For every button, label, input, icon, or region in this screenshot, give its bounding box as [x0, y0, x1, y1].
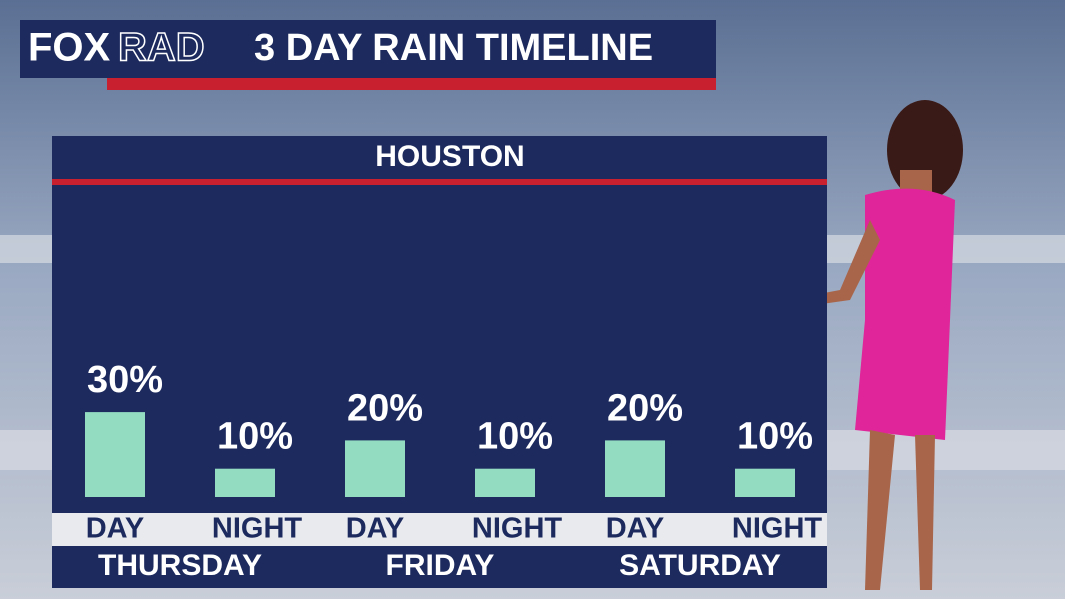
logo-rad: RAD: [118, 26, 205, 70]
value-label: 20%: [347, 387, 423, 429]
bar: [605, 440, 665, 497]
value-label: 10%: [477, 416, 553, 458]
chart-subtitle: HOUSTON: [375, 140, 524, 173]
value-label: 20%: [607, 387, 683, 429]
header-stripe: [52, 179, 827, 185]
category-label: NIGHT: [212, 513, 303, 545]
category-label: NIGHT: [732, 513, 823, 545]
bar: [345, 440, 405, 497]
category-label: DAY: [606, 513, 665, 545]
presenter: [760, 100, 963, 590]
group-label: FRIDAY: [386, 549, 495, 582]
bar: [85, 412, 145, 497]
chart-panel: [52, 136, 827, 588]
bar: [475, 468, 535, 497]
logo-fox: FOX: [28, 26, 111, 70]
chart-title: 3 DAY RAIN TIMELINE: [254, 27, 653, 69]
title-stripe: [107, 78, 716, 90]
title-bar: [20, 20, 716, 78]
group-label: SATURDAY: [619, 549, 781, 582]
category-label: DAY: [346, 513, 405, 545]
bar: [215, 468, 275, 497]
group-label: THURSDAY: [98, 549, 262, 582]
category-label: DAY: [86, 513, 145, 545]
bar: [735, 468, 795, 497]
value-label: 10%: [737, 416, 813, 458]
value-label: 10%: [217, 416, 293, 458]
category-row: [52, 513, 827, 546]
value-label: 30%: [87, 359, 163, 401]
category-label: NIGHT: [472, 513, 563, 545]
